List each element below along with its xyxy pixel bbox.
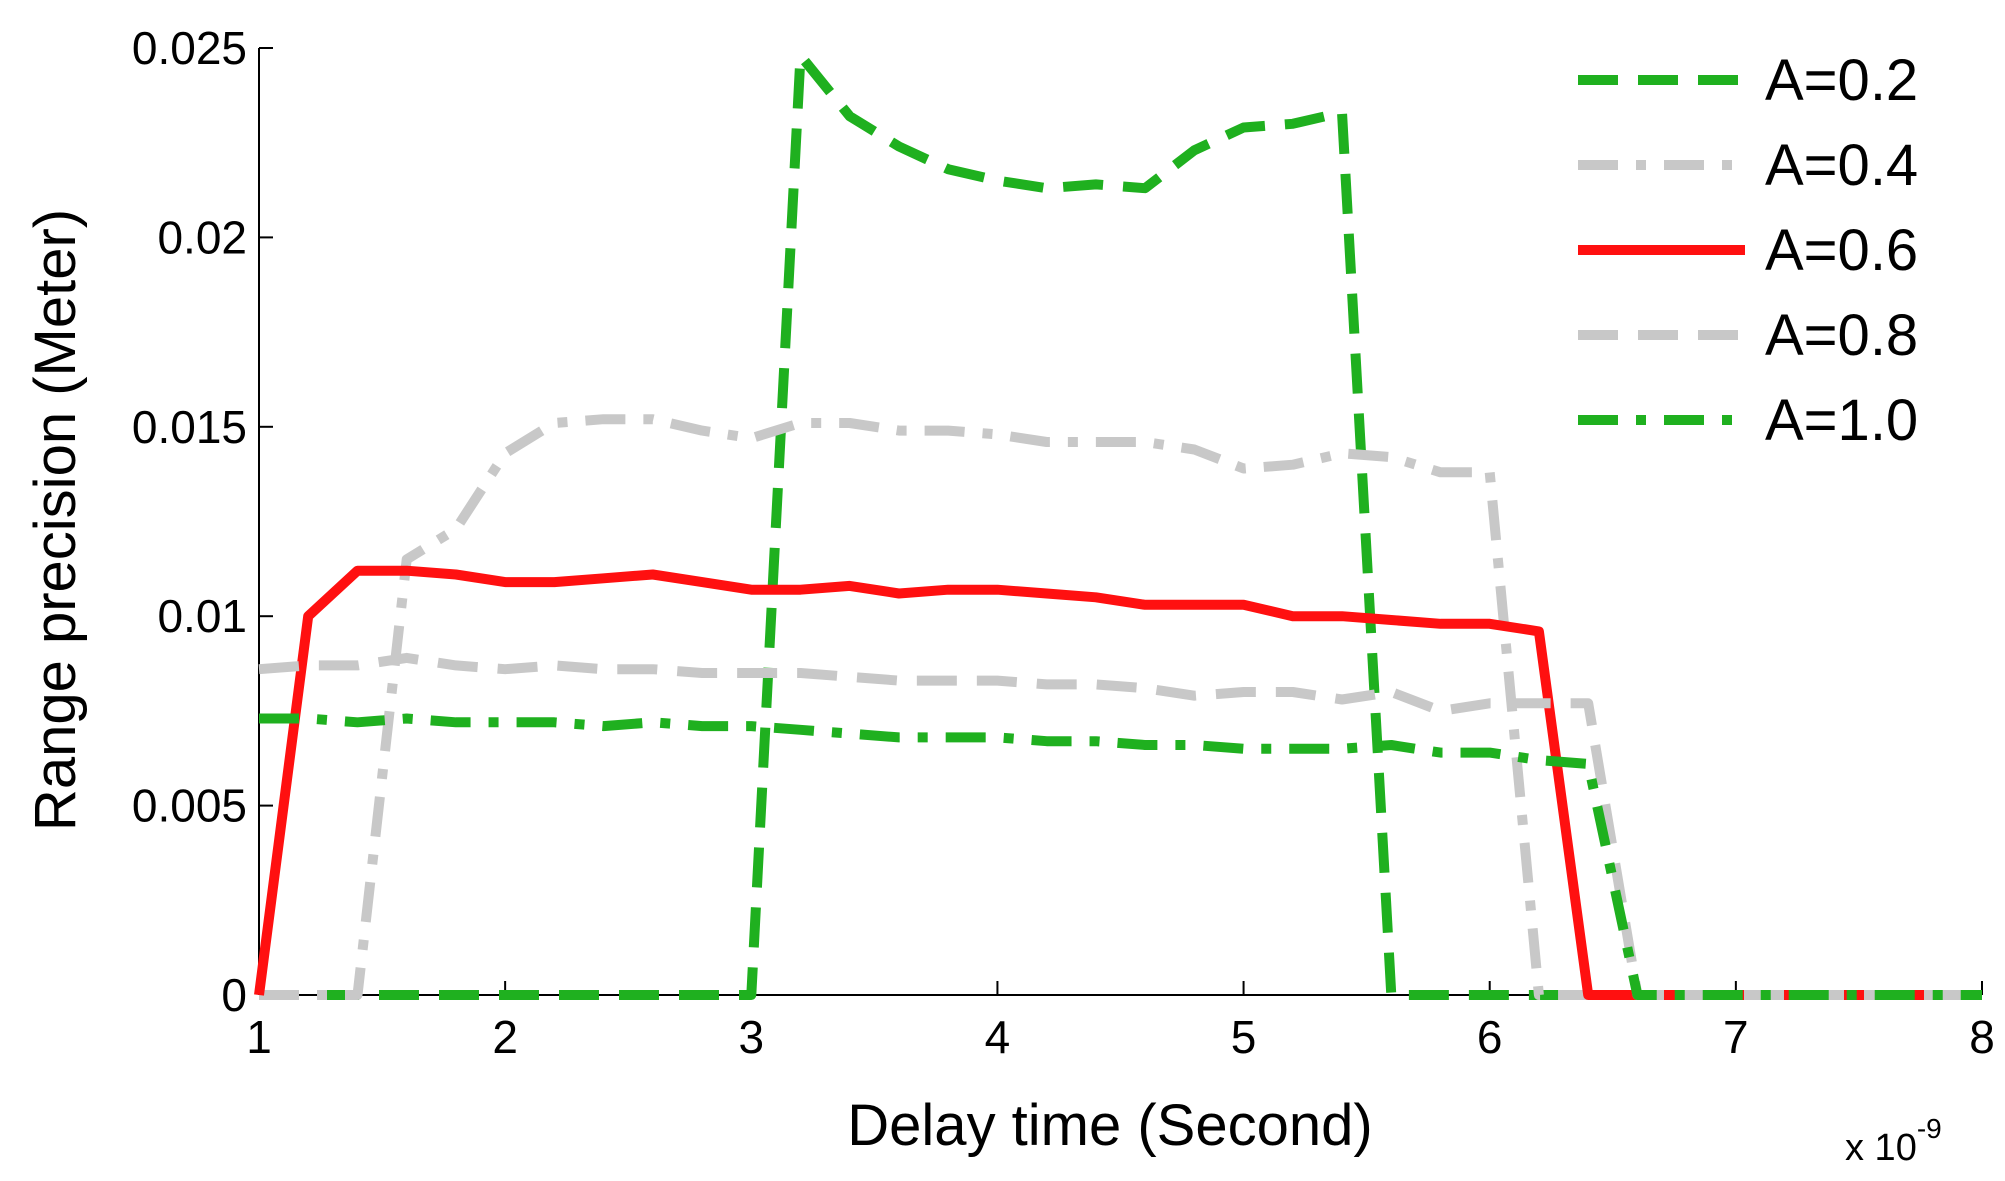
x-tick-label: 3 xyxy=(738,1011,764,1063)
series-line-a-0-4 xyxy=(259,414,1982,1000)
series-line-a-0-8 xyxy=(258,652,1982,1000)
y-tick-label: 0.025 xyxy=(132,22,247,74)
x-tick-label: 8 xyxy=(1969,1011,1995,1063)
y-tick-label: 0.02 xyxy=(157,211,247,263)
y-tick-label: 0.01 xyxy=(157,590,247,642)
x-tick-label: 1 xyxy=(246,1011,272,1063)
legend-label: A=0.2 xyxy=(1765,48,1918,113)
legend-label: A=1.0 xyxy=(1765,388,1918,453)
x-tick-label: 4 xyxy=(985,1011,1011,1063)
x-axis-title: Delay time (Second) xyxy=(847,1093,1372,1158)
y-tick-label: 0 xyxy=(221,969,247,1021)
y-tick-label: 0.005 xyxy=(132,780,247,832)
x-exponent-power: -9 xyxy=(1917,1113,1942,1144)
series-line-a-1-0 xyxy=(259,713,1982,1000)
x-ticks: 1 2 3 4 5 6 7 8 xyxy=(246,981,1995,1063)
legend-label: A=0.4 xyxy=(1765,133,1918,198)
x-tick-label: 6 xyxy=(1477,1011,1503,1063)
x-exponent: x 10-9 xyxy=(1845,1113,1942,1169)
y-axis-title: Range precision (Meter) xyxy=(23,209,88,831)
legend-label: A=0.6 xyxy=(1765,218,1918,283)
y-ticks: 0 0.005 0.01 0.015 0.02 0.025 xyxy=(132,22,273,1021)
x-exponent-base: x 10 xyxy=(1845,1127,1917,1169)
data-series xyxy=(254,50,1982,1000)
legend-label: A=0.8 xyxy=(1765,303,1918,368)
series-line-a-0-2 xyxy=(259,50,1982,1000)
series-line-a-0-6 xyxy=(254,565,1982,1000)
x-tick-label: 7 xyxy=(1723,1011,1749,1063)
x-tick-label: 2 xyxy=(492,1011,518,1063)
x-tick-label: 5 xyxy=(1231,1011,1257,1063)
y-tick-label: 0.015 xyxy=(132,401,247,453)
legend: A=0.2 A=0.4 A=0.6 A=0.8 A=1.0 xyxy=(1578,48,1918,453)
axes xyxy=(258,48,1982,996)
